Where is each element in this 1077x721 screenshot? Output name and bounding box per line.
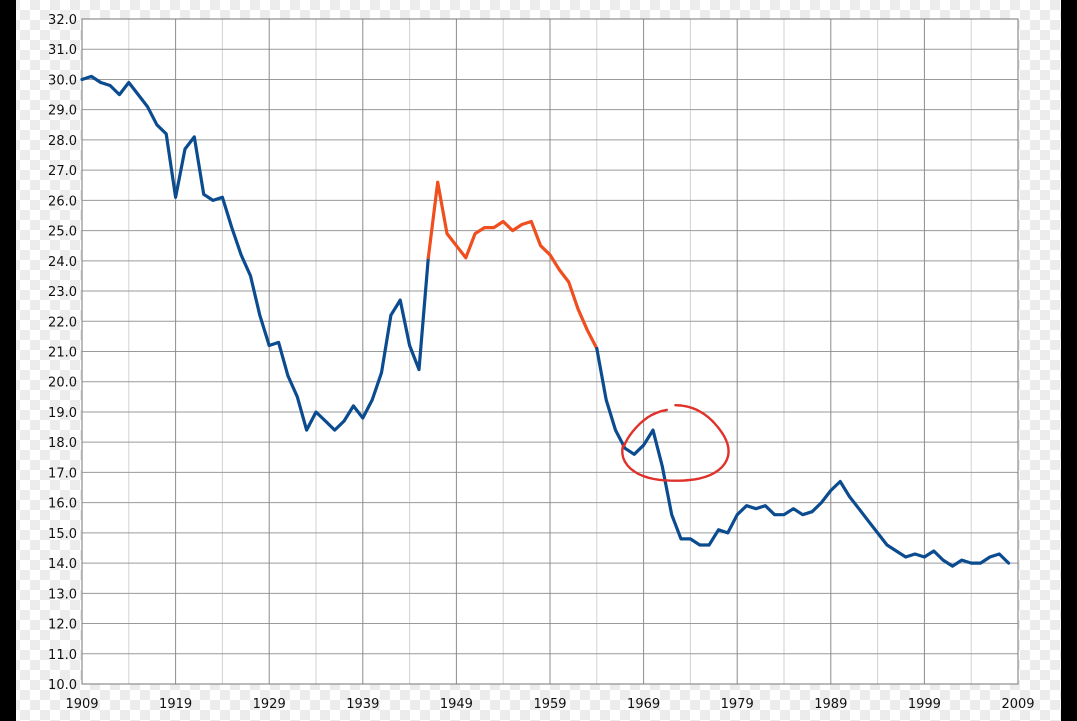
- y-tick-label: 32.0: [48, 13, 77, 28]
- y-tick-label: 25.0: [48, 225, 77, 240]
- plot-border: [81, 18, 1019, 685]
- x-tick-label: 1989: [814, 697, 847, 712]
- annotation-layer: [621, 404, 730, 482]
- y-tick-label: 29.0: [48, 104, 77, 119]
- y-tick-label: 10.0: [48, 678, 77, 693]
- y-tick-label: 11.0: [48, 648, 77, 663]
- series-line-orange-2: [426, 180, 599, 351]
- y-tick-label: 22.0: [48, 315, 77, 330]
- y-tick-label: 18.0: [48, 436, 77, 451]
- y-tick-label: 30.0: [48, 73, 77, 88]
- series-line-blue-1: [80, 74, 430, 432]
- y-tick-label: 28.0: [48, 134, 77, 149]
- y-tick-label: 26.0: [48, 194, 77, 209]
- y-tick-label: 20.0: [48, 376, 77, 391]
- x-tick-label: 1909: [65, 697, 98, 712]
- series-line-blue-3: [595, 346, 1011, 568]
- y-tick-label: 14.0: [48, 557, 77, 572]
- y-tick-label: 27.0: [48, 164, 77, 179]
- y-tick-label: 23.0: [48, 285, 77, 300]
- x-tick-label: 2009: [1001, 697, 1034, 712]
- x-tick-label: 1949: [440, 697, 473, 712]
- x-tick-label: 1979: [721, 697, 754, 712]
- right-frame-bar: [1061, 0, 1077, 721]
- x-tick-label: 1939: [346, 697, 379, 712]
- x-tick-label: 1969: [627, 697, 660, 712]
- hand-drawn-circle-annotation: [621, 404, 730, 482]
- y-tick-label: 31.0: [48, 43, 77, 58]
- left-frame-bar: [0, 0, 16, 721]
- y-tick-label: 15.0: [48, 527, 77, 542]
- y-tick-label: 17.0: [48, 466, 77, 481]
- y-axis-tick-labels: 10.0 11.0 12.0 13.0 14.0 15.0 16.0 17.0 18.0 19.0…: [48, 13, 77, 693]
- y-tick-label: 19.0: [48, 406, 77, 421]
- y-tick-label: 12.0: [48, 618, 77, 633]
- series-layer: [80, 74, 1011, 568]
- y-tick-label: 16.0: [48, 497, 77, 512]
- y-tick-label: 24.0: [48, 255, 77, 270]
- x-tick-label: 1929: [253, 697, 286, 712]
- y-tick-label: 21.0: [48, 346, 77, 361]
- x-tick-label: 1999: [908, 697, 941, 712]
- x-axis-tick-labels: 1909 1919 1929 1939 1949 1959 1969 1979 1989 1999…: [65, 697, 1034, 712]
- x-tick-label: 1919: [159, 697, 192, 712]
- x-tick-label: 1959: [533, 697, 566, 712]
- y-tick-label: 13.0: [48, 587, 77, 602]
